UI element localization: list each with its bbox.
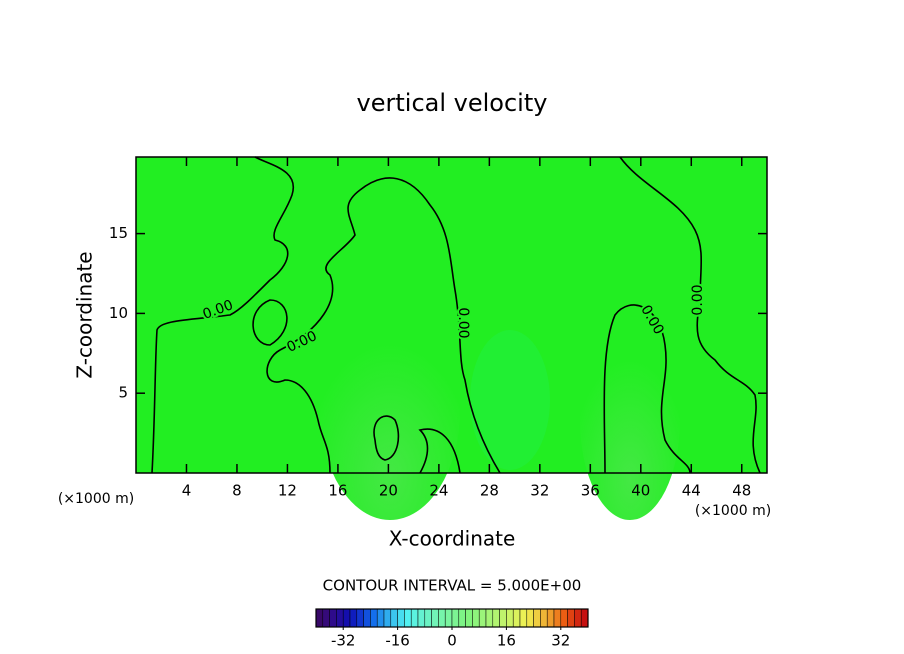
colorbar-cell: [383, 608, 392, 628]
x-tick-label: 20: [379, 482, 398, 500]
colorbar-cell: [417, 608, 426, 628]
x-tick-label: 16: [328, 482, 347, 500]
colorbar-cell: [451, 608, 460, 628]
colorbar-cell: [424, 608, 432, 628]
colorbar-cell: [322, 608, 330, 628]
colorbar-cell: [363, 608, 371, 628]
colorbar-cell: [533, 608, 541, 628]
colorbar-cell: [342, 608, 351, 628]
y-tick-label: 15: [109, 224, 128, 242]
colorbar-cell: [376, 608, 385, 628]
chart-title: vertical velocity: [357, 89, 548, 117]
colorbar-cell: [492, 608, 500, 628]
colorbar-cell: [465, 608, 473, 628]
colorbar-cell: [540, 608, 548, 628]
colorbar-tick-label: -16: [385, 632, 410, 650]
colorbar-cell: [506, 608, 514, 628]
x-tick-label: 8: [232, 482, 242, 500]
y-tick-label: 10: [109, 304, 128, 322]
plot-frame: [135, 156, 768, 474]
colorbar-cell: [356, 608, 364, 628]
colorbar-tick-label: -32: [331, 632, 356, 650]
contour-label: 0.00: [455, 307, 471, 338]
x-tick-label: 12: [278, 482, 297, 500]
x-unit: (×1000 m): [695, 503, 771, 519]
contours: [151, 156, 761, 474]
y-tick-label: 5: [118, 384, 128, 402]
x-tick-label: 36: [581, 482, 600, 500]
x-tick-label: 24: [429, 482, 448, 500]
colorbar-cell: [560, 608, 568, 628]
colorbar-tick-label: 16: [497, 632, 516, 650]
colorbar-cell: [444, 608, 453, 628]
x-tick-label: 40: [631, 482, 650, 500]
x-tick-label: 32: [530, 482, 549, 500]
colorbar-cell: [329, 608, 337, 628]
x-unit: (×1000 m): [58, 491, 134, 507]
x-axis-label: X-coordinate: [389, 527, 516, 551]
colorbar-cell: [315, 608, 324, 628]
colorbar-cell: [438, 608, 446, 628]
colorbar-cell: [499, 608, 507, 628]
colorbar-cell: [458, 608, 466, 628]
colorbar-cell: [336, 608, 344, 628]
colorbar-cell: [526, 608, 534, 628]
x-tick-label: 28: [480, 482, 499, 500]
colorbar-cell: [404, 608, 412, 628]
colorbar-cell: [574, 608, 582, 628]
field-shade: [470, 330, 550, 470]
colorbar-cell: [553, 608, 562, 628]
colorbar-cell: [519, 608, 528, 628]
colorbar-cell: [546, 608, 555, 628]
colorbar-cell: [410, 608, 419, 628]
field-shade: [320, 300, 460, 520]
colorbar-cell: [512, 608, 521, 628]
colorbar-cell: [567, 608, 575, 628]
colorbar-cell: [478, 608, 487, 628]
contour-label: 0.00: [690, 284, 706, 315]
colorbar-cell: [390, 608, 398, 628]
x-tick-label: 44: [682, 482, 701, 500]
colorbar-cell: [370, 608, 378, 628]
colorbar-cell: [349, 608, 358, 628]
colorbar-cell: [472, 608, 480, 628]
x-tick-label: 48: [732, 482, 751, 500]
colorbar-cell: [580, 608, 589, 628]
contour-interval: CONTOUR INTERVAL = 5.000E+00: [323, 577, 582, 595]
x-tick-label: 4: [182, 482, 192, 500]
y-axis-label: Z-coordinate: [73, 251, 97, 378]
colorbar-cell: [431, 608, 439, 628]
colorbar-cell: [485, 608, 494, 628]
colorbar-cell: [397, 608, 405, 628]
colorbar-tick-label: 32: [551, 632, 570, 650]
colorbar-tick-label: 0: [447, 632, 457, 650]
